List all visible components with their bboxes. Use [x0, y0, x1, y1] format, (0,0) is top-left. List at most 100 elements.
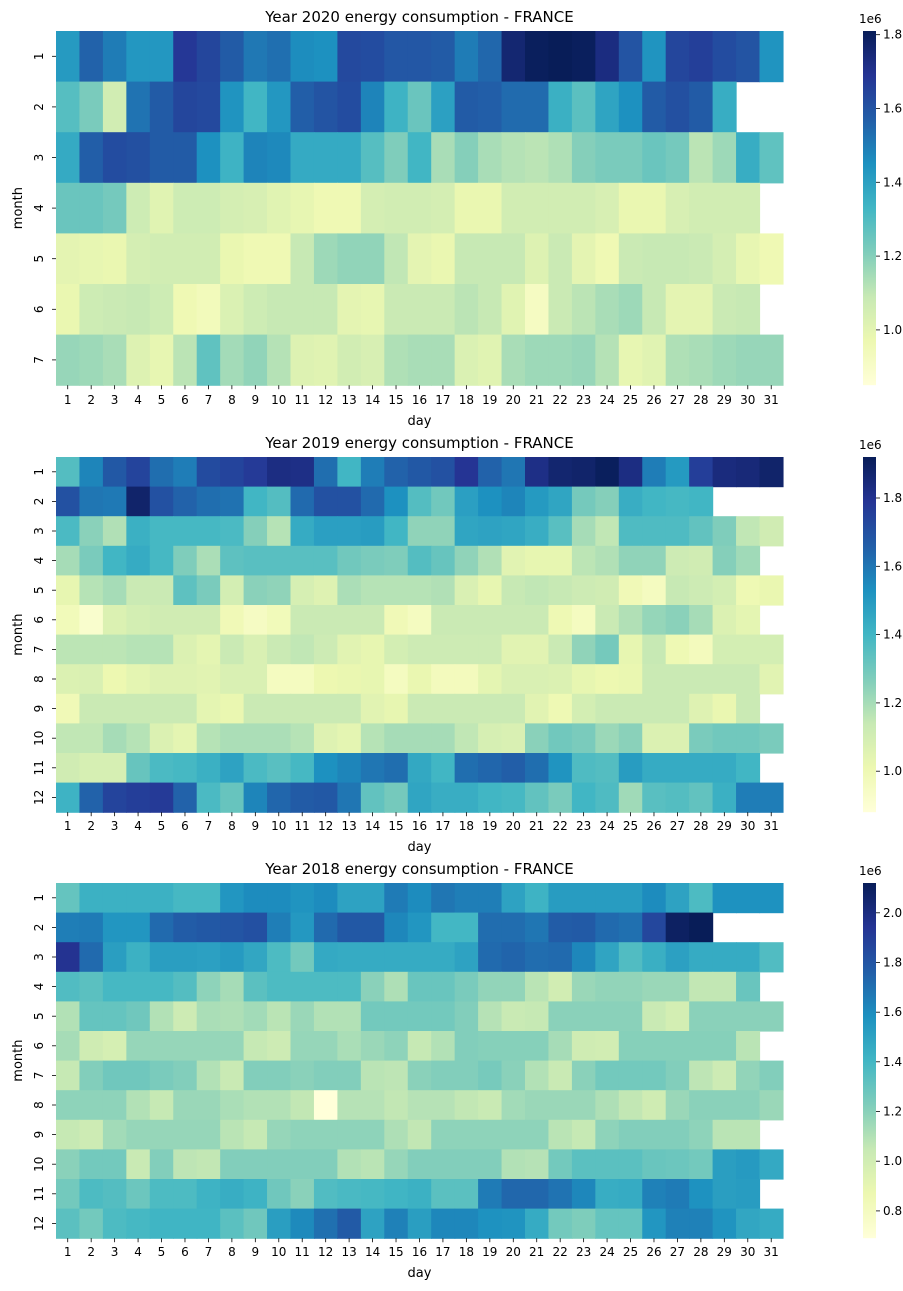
- heatmap-cell: [454, 634, 479, 665]
- x-tick-label: 2: [87, 819, 95, 833]
- heatmap-cell: [149, 1090, 174, 1121]
- heatmap-cell: [267, 605, 292, 636]
- heatmap-cell: [431, 693, 456, 724]
- heatmap-cell: [712, 753, 737, 784]
- heatmap-cell: [501, 1060, 526, 1091]
- heatmap-cell: [384, 1179, 409, 1210]
- heatmap-cell: [548, 182, 573, 234]
- heatmap-cell: [665, 605, 690, 636]
- heatmap-cell: [149, 284, 174, 336]
- heatmap-cell: [454, 516, 479, 547]
- heatmap-cell: [548, 486, 573, 517]
- x-tick-label: 16: [412, 819, 427, 833]
- heatmap-cell: [431, 1179, 456, 1210]
- heatmap-cell: [689, 883, 714, 914]
- heatmap-cell: [595, 634, 620, 665]
- heatmap-cell: [149, 516, 174, 547]
- heatmap-cell: [56, 284, 81, 336]
- heatmap-cell: [595, 693, 620, 724]
- heatmap-cell: [736, 883, 761, 914]
- heatmap-cell: [267, 912, 292, 943]
- x-tick-label: 18: [459, 1245, 474, 1259]
- heatmap-cell: [525, 457, 550, 488]
- x-tick-label: 8: [228, 1245, 236, 1259]
- heatmap-cell: [478, 1149, 503, 1180]
- heatmap-cell: [173, 664, 198, 695]
- heatmap-cell: [102, 693, 127, 724]
- heatmap-cell: [337, 575, 362, 606]
- heatmap-cell: [689, 1090, 714, 1121]
- heatmap-cell: [337, 545, 362, 576]
- heatmap-cell: [360, 753, 385, 784]
- heatmap-cell: [407, 753, 432, 784]
- heatmap-cell: [689, 334, 714, 386]
- heatmap-cell: [407, 1090, 432, 1121]
- heatmap-cell: [360, 457, 385, 488]
- heatmap-cell: [243, 31, 268, 83]
- heatmap-cell: [642, 1031, 667, 1062]
- heatmap-cell: [102, 605, 127, 636]
- heatmap-cell: [595, 1179, 620, 1210]
- heatmap-cell: [712, 1179, 737, 1210]
- x-tick-label: 2: [87, 393, 95, 407]
- heatmap-cell: [243, 971, 268, 1002]
- heatmap-cell: [220, 545, 245, 576]
- heatmap-cell: [102, 334, 127, 386]
- heatmap-cell: [501, 334, 526, 386]
- heatmap-cell: [290, 1149, 315, 1180]
- x-tick-label: 12: [318, 819, 333, 833]
- heatmap-cell: [712, 971, 737, 1002]
- x-tick-label: 4: [134, 393, 142, 407]
- heatmap-cell: [665, 545, 690, 576]
- heatmap-cell: [337, 457, 362, 488]
- heatmap-cell: [149, 723, 174, 754]
- heatmap-cell: [337, 1208, 362, 1239]
- heatmap-cell: [290, 912, 315, 943]
- colorbar-gradient: [863, 883, 876, 1239]
- heatmap-cell: [149, 132, 174, 184]
- heatmap-cell: [79, 1090, 104, 1121]
- heatmap-cell: [102, 457, 127, 488]
- heatmap-cell: [290, 782, 315, 813]
- colorbar-tick-label: 1.0: [883, 323, 902, 337]
- heatmap-cell: [267, 1119, 292, 1150]
- y-tick-label: 12: [32, 1216, 46, 1231]
- heatmap-cell: [712, 723, 737, 754]
- heatmap-cell: [56, 1031, 81, 1062]
- heatmap-cell: [56, 723, 81, 754]
- heatmap-cell: [196, 334, 221, 386]
- heatmap-cell: [337, 132, 362, 184]
- heatmap-cell: [173, 693, 198, 724]
- x-tick-label: 31: [764, 819, 779, 833]
- heatmap-cell: [243, 782, 268, 813]
- heatmap-cell: [501, 664, 526, 695]
- heatmap-cell: [102, 545, 127, 576]
- heatmap-cell: [290, 1001, 315, 1032]
- heatmap-cell: [290, 1119, 315, 1150]
- heatmap-cell: [736, 971, 761, 1002]
- heatmap-cell: [173, 1179, 198, 1210]
- heatmap-cell: [712, 1031, 737, 1062]
- heatmap-cell: [525, 1060, 550, 1091]
- heatmap-cell: [525, 1119, 550, 1150]
- heatmap-cell: [126, 1119, 151, 1150]
- x-tick-label: 7: [205, 1245, 213, 1259]
- colorbar: 0.8 1.0 1.2 1.4 1.6 1.8 2.0 1e6: [859, 864, 902, 1239]
- x-tick-label: 29: [717, 819, 732, 833]
- heatmap-cell: [642, 233, 667, 285]
- heatmap-cell: [525, 132, 550, 184]
- x-tick-label: 11: [295, 819, 310, 833]
- heatmap-cell: [618, 1119, 643, 1150]
- heatmap-cell: [149, 782, 174, 813]
- heatmap-cell: [173, 516, 198, 547]
- heatmap-cell: [548, 284, 573, 336]
- heatmap-cell: [595, 1119, 620, 1150]
- chart-title: Year 2018 energy consumption - FRANCE: [264, 860, 573, 878]
- heatmap-cell: [79, 182, 104, 234]
- heatmap-cell: [618, 1060, 643, 1091]
- heatmap-cell: [689, 457, 714, 488]
- colorbar-offset-label: 1e6: [859, 12, 882, 26]
- heatmap-cell: [196, 1090, 221, 1121]
- heatmap-cell: [736, 634, 761, 665]
- heatmap-cell: [712, 605, 737, 636]
